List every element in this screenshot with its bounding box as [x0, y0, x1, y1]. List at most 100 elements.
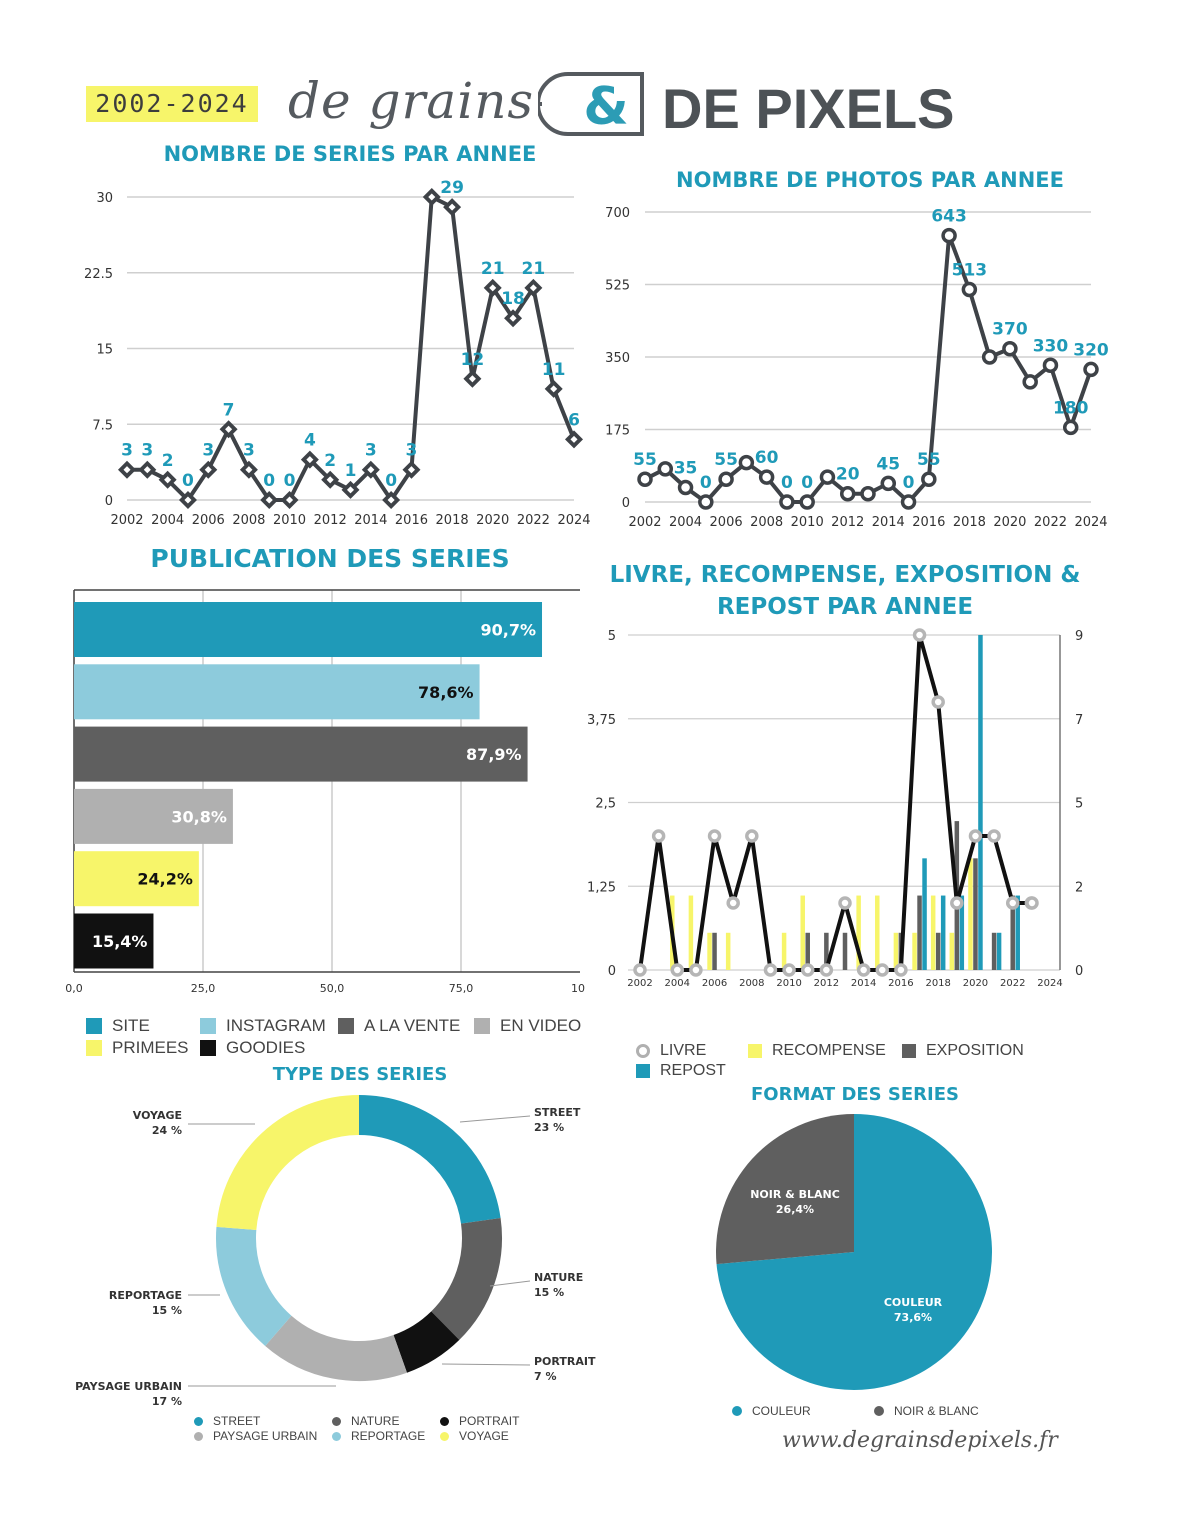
- publication-legend: SITE INSTAGRAM A LA VENTE EN VIDEO PRIMEES GO…: [86, 1016, 606, 1066]
- y-tick-label: 7.5: [92, 418, 113, 433]
- data-point-center: [225, 425, 233, 433]
- data-label: 18: [501, 289, 525, 309]
- data-label: 3: [141, 441, 153, 461]
- data-label: 3: [121, 441, 133, 461]
- x-tick-label: 2006: [192, 513, 225, 528]
- data-point: [738, 454, 755, 471]
- data-label: 45: [876, 454, 900, 474]
- x-tick-label: 25,0: [191, 982, 216, 995]
- legend-item: REPOST: [636, 1062, 726, 1080]
- data-point: [1083, 361, 1099, 378]
- slice-label: PAYSAGE URBAIN: [75, 1380, 182, 1393]
- x-tick-label: 2008: [232, 513, 265, 528]
- data-label: 21: [481, 259, 505, 279]
- legend-item: PRIMEES: [86, 1038, 189, 1058]
- data-point: [698, 494, 714, 510]
- type-legend: STREET NATURE PORTRAIT PAYSAGE URBAIN REPORT…: [194, 1414, 594, 1448]
- livre-point: [856, 963, 871, 977]
- bar-repost: [978, 635, 983, 970]
- x-tick-label: 2012: [814, 978, 839, 989]
- x-tick-label: 2018: [953, 515, 986, 530]
- bar-recompense: [875, 895, 880, 970]
- data-point: [1042, 357, 1059, 374]
- legend-item: PAYSAGE URBAIN: [194, 1429, 317, 1443]
- data-label: 180: [1053, 398, 1089, 418]
- bar-exposition: [973, 858, 978, 970]
- data-point-center: [306, 456, 314, 464]
- bar-repost: [922, 858, 927, 970]
- leader-line: [489, 1280, 531, 1287]
- bar-value-label: 15,4%: [92, 932, 148, 951]
- data-point-center: [123, 466, 131, 474]
- bar-exposition: [917, 895, 922, 970]
- y-left-tick-label: 0: [608, 964, 616, 979]
- livre-point: [912, 628, 927, 642]
- brand-bold-title: DE PIXELS: [662, 77, 955, 140]
- x-tick-label: 2006: [702, 978, 727, 989]
- slice-label: NOIR & BLANC: [750, 1188, 840, 1201]
- x-tick-label: 2022: [1034, 515, 1067, 530]
- slice-label: PORTRAIT: [534, 1355, 596, 1368]
- x-tick-label: 2018: [925, 978, 950, 989]
- bar-recompense: [725, 932, 731, 970]
- legend-item: NATURE: [332, 1414, 399, 1428]
- format-chart-title: FORMAT DES SERIES: [751, 1084, 959, 1105]
- bar: [74, 664, 480, 720]
- bar-recompense: [781, 932, 787, 970]
- livre-point: [950, 896, 964, 910]
- legend-item: NOIR & BLANC: [874, 1404, 979, 1418]
- data-label: 513: [952, 260, 988, 280]
- lrer-chart-title-line1: LIVRE, RECOMPENSE, EXPOSITION &: [609, 562, 1081, 588]
- data-point: [779, 494, 795, 510]
- livre-point: [968, 829, 983, 843]
- legend-item: VOYAGE: [440, 1429, 509, 1443]
- legend-label: A LA VENTE: [364, 1016, 461, 1035]
- x-tick-label: 50,0: [320, 982, 345, 995]
- data-label: 55: [917, 450, 941, 470]
- y-tick-label: 0: [622, 496, 630, 511]
- livre-point: [707, 829, 722, 843]
- legend-label: PAYSAGE URBAIN: [213, 1429, 318, 1443]
- x-tick-label: 2006: [710, 515, 743, 530]
- legend-item: COULEUR: [732, 1404, 811, 1418]
- x-tick-label: 2022: [1000, 978, 1025, 989]
- data-label: 7: [223, 400, 235, 420]
- x-tick-label: 10: [571, 982, 585, 995]
- livre-point: [1025, 896, 1039, 910]
- legend-swatch: [440, 1431, 449, 1441]
- legend-swatch: [636, 1064, 650, 1078]
- data-label: 643: [931, 207, 967, 227]
- lrer-legend: LIVRE RECOMPENSE EXPOSITION REPOST: [636, 1042, 1156, 1086]
- bar-value-label: 30,8%: [171, 807, 227, 826]
- x-tick-label: 2014: [851, 978, 876, 989]
- data-point-center: [550, 385, 558, 393]
- legend-swatch: [636, 1044, 650, 1058]
- footer-website-url: www.degrainsdepixels.fr: [782, 1428, 1058, 1453]
- x-tick-label: 2002: [627, 978, 652, 989]
- bar-recompense: [930, 895, 936, 970]
- data-point-center: [387, 496, 395, 504]
- legend-swatch: [732, 1406, 742, 1416]
- y-tick-label: 175: [605, 424, 630, 439]
- legend-label: PORTRAIT: [459, 1414, 520, 1428]
- livre-point: [838, 896, 852, 910]
- bar-recompense: [800, 895, 805, 970]
- bar-recompense: [893, 932, 899, 970]
- donut-slice: [430, 1218, 502, 1340]
- legend-item: A LA VENTE: [338, 1016, 460, 1036]
- legend-swatch: [200, 1040, 216, 1056]
- leader-line: [459, 1115, 531, 1123]
- data-point-center: [204, 466, 212, 474]
- bar-repost: [1015, 895, 1020, 970]
- data-point-center: [529, 284, 537, 292]
- legend-swatch: [332, 1416, 341, 1426]
- data-label: 0: [284, 471, 296, 491]
- y-tick-label: 700: [605, 206, 630, 221]
- bar-value-label: 90,7%: [480, 621, 536, 640]
- data-point: [1062, 419, 1079, 436]
- bar-value-label: 78,6%: [418, 683, 474, 702]
- x-tick-label: 2016: [888, 978, 913, 989]
- years-badge: 2002-2024: [86, 86, 258, 122]
- data-point: [799, 494, 815, 510]
